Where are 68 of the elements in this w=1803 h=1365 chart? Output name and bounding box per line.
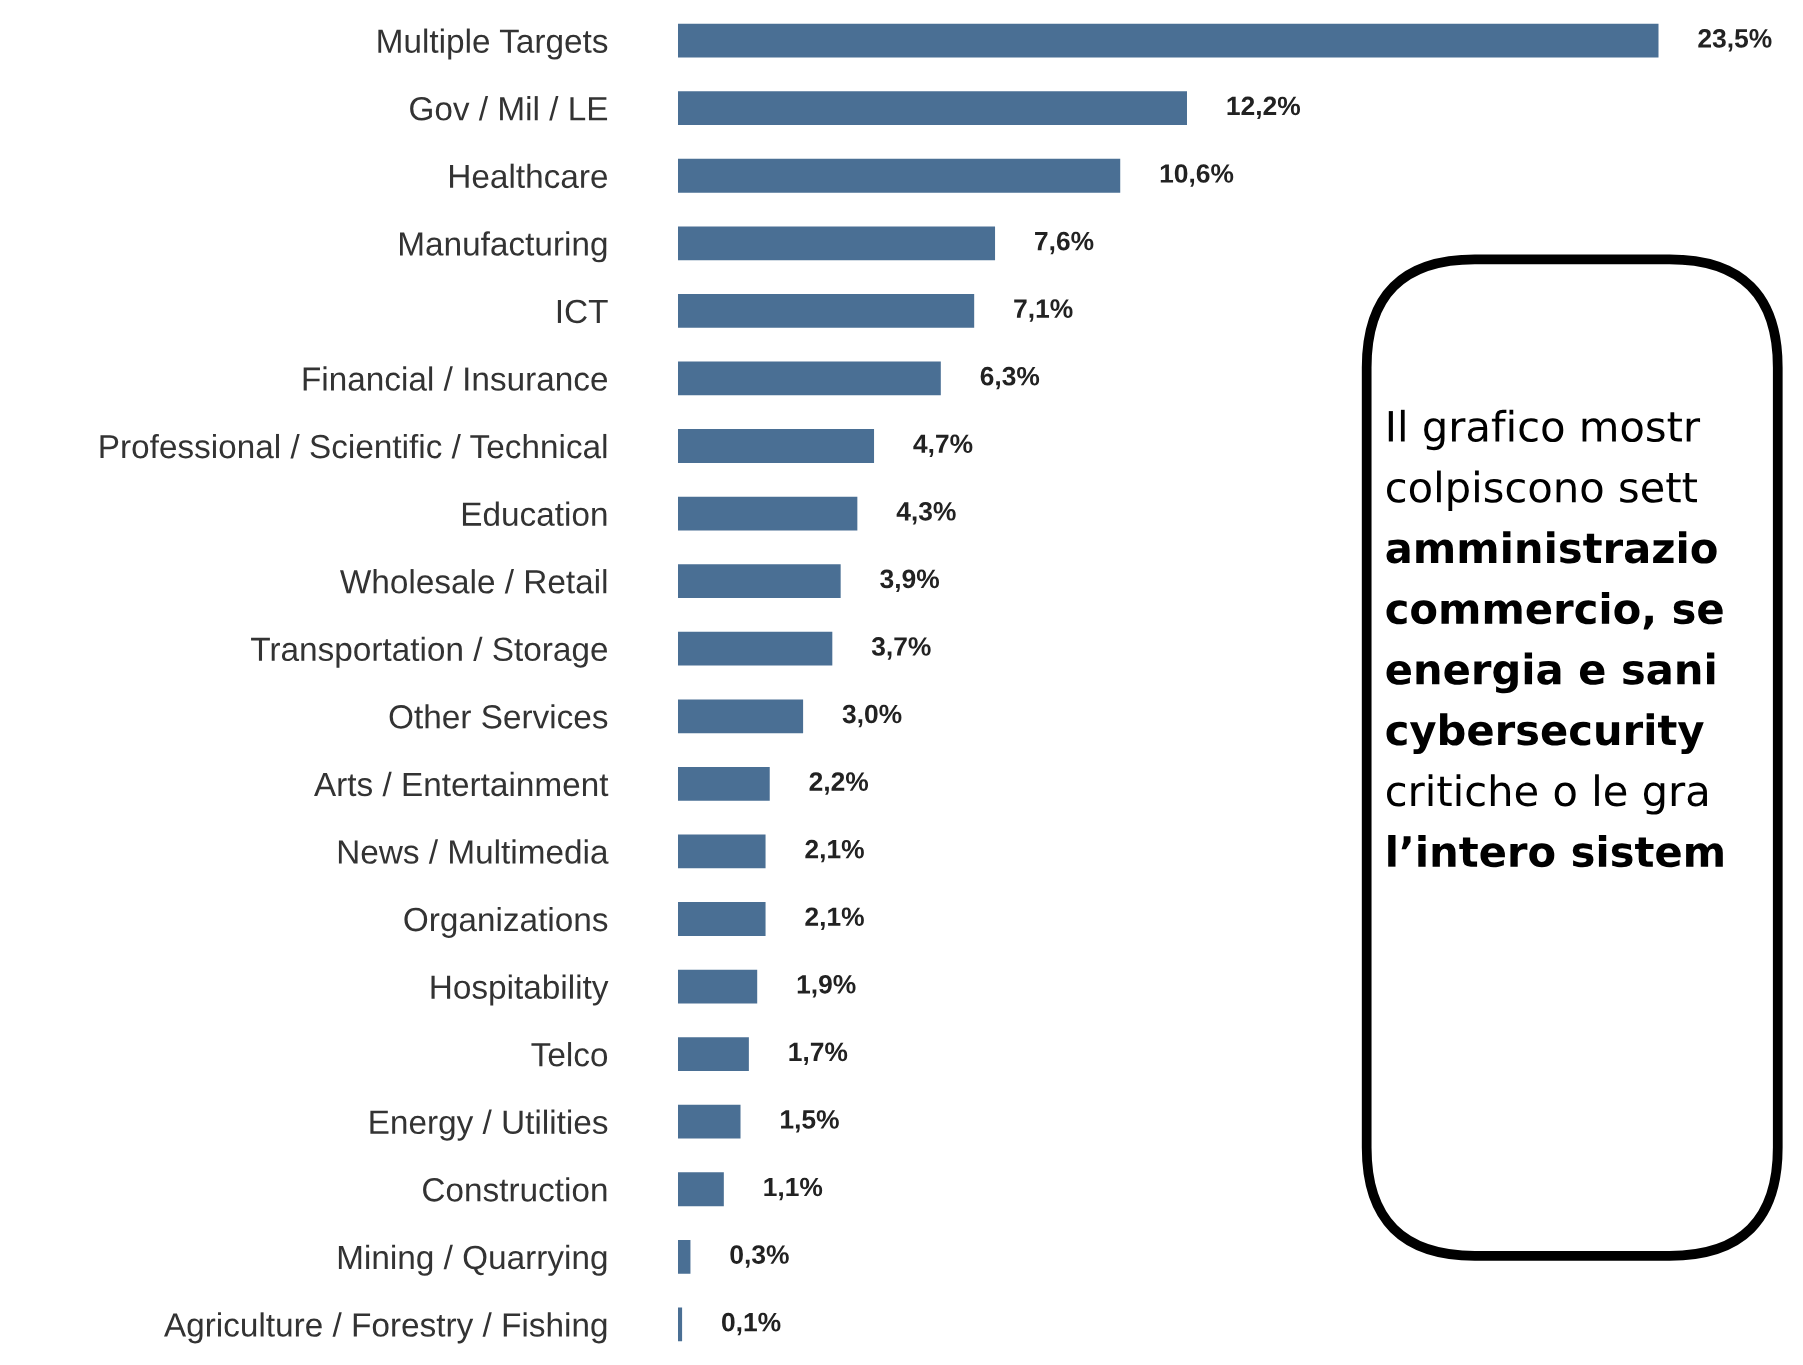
bar [677, 1037, 749, 1072]
y-tick-label: Agriculture / Forestry / Fishing [164, 1312, 607, 1344]
y-tick-label: Healthcare [450, 163, 608, 189]
y-tick-label: Arts / Entertainment [314, 771, 609, 797]
annotation: commercio, se [1386, 592, 1723, 630]
data-label: 1,5% [781, 1110, 839, 1133]
y-tick-label: Wholesale / Retail [340, 569, 607, 594]
y-tick-label: Education [462, 501, 607, 526]
bar [677, 158, 1121, 193]
y-tick-label: Transportation / Storage [251, 636, 608, 668]
bar [677, 1104, 741, 1139]
data-label: 12,2% [1227, 96, 1301, 120]
data-label: 1,9% [797, 974, 856, 998]
annotation: cybersecurity [1386, 713, 1704, 755]
y-tick-label: Other Services [389, 704, 608, 729]
bar [677, 699, 804, 734]
bar [677, 631, 833, 666]
y-tick-label: Hospitability [431, 974, 609, 1006]
data-label: 1,1% [764, 1177, 823, 1201]
annotation: Il grafico mostr [1388, 409, 1701, 451]
y-tick-label: Energy / Utilities [370, 1109, 608, 1141]
bar [677, 496, 858, 531]
y-tick-label: Multiple Targets [378, 28, 608, 60]
bar [677, 1307, 683, 1342]
bar [677, 361, 941, 396]
data-label: 6,3% [980, 366, 1040, 390]
bar [677, 1172, 724, 1207]
y-tick-label: Organizations [404, 906, 608, 938]
bar [677, 766, 770, 801]
data-label: 23,5% [1698, 29, 1772, 52]
y-tick-label: Mining / Quarrying [338, 1244, 607, 1276]
bar [677, 293, 975, 328]
data-label: 7,1% [1014, 299, 1073, 322]
annotation: amministrazio [1386, 531, 1717, 564]
bar [677, 564, 841, 599]
bar [677, 1239, 691, 1274]
data-label: 3,7% [871, 637, 931, 660]
bar [677, 226, 996, 261]
annotation: l’intero sistem [1388, 835, 1723, 868]
bar [677, 969, 758, 1004]
data-label: 2,1% [805, 839, 864, 863]
data-label: 0,1% [722, 1312, 781, 1336]
y-tick-label: Gov / Mil / LE [410, 96, 608, 121]
y-tick-label: Financial / Insurance [303, 366, 608, 391]
bar [677, 902, 766, 936]
data-label: 7,6% [1035, 231, 1094, 255]
annotation: energia e sani [1386, 652, 1715, 694]
y-tick-label: Manufacturing [400, 231, 607, 263]
annotation: critiche o le gra [1387, 774, 1707, 815]
annotation: colpiscono sett [1387, 470, 1697, 511]
data-label: 2,2% [809, 772, 869, 795]
bar [677, 23, 1659, 58]
data-label: 3,0% [842, 704, 902, 728]
data-label: 4,3% [896, 501, 956, 525]
bar [677, 834, 766, 869]
y-tick-label: Telco [531, 1042, 608, 1067]
bar [677, 429, 875, 463]
y-tick-label: Construction [423, 1177, 607, 1202]
data-label: 2,1% [805, 907, 864, 930]
y-tick-label: News / Multimedia [338, 839, 609, 864]
data-label: 0,3% [730, 1245, 789, 1268]
bar [677, 91, 1187, 126]
data-label: 3,9% [880, 569, 939, 593]
data-label: 1,7% [789, 1042, 848, 1066]
y-tick-label: ICT [557, 299, 608, 324]
data-label: 4,7% [913, 434, 973, 457]
y-tick-label: Professional / Scientific / Technical [100, 433, 607, 459]
data-label: 10,6% [1160, 164, 1234, 187]
